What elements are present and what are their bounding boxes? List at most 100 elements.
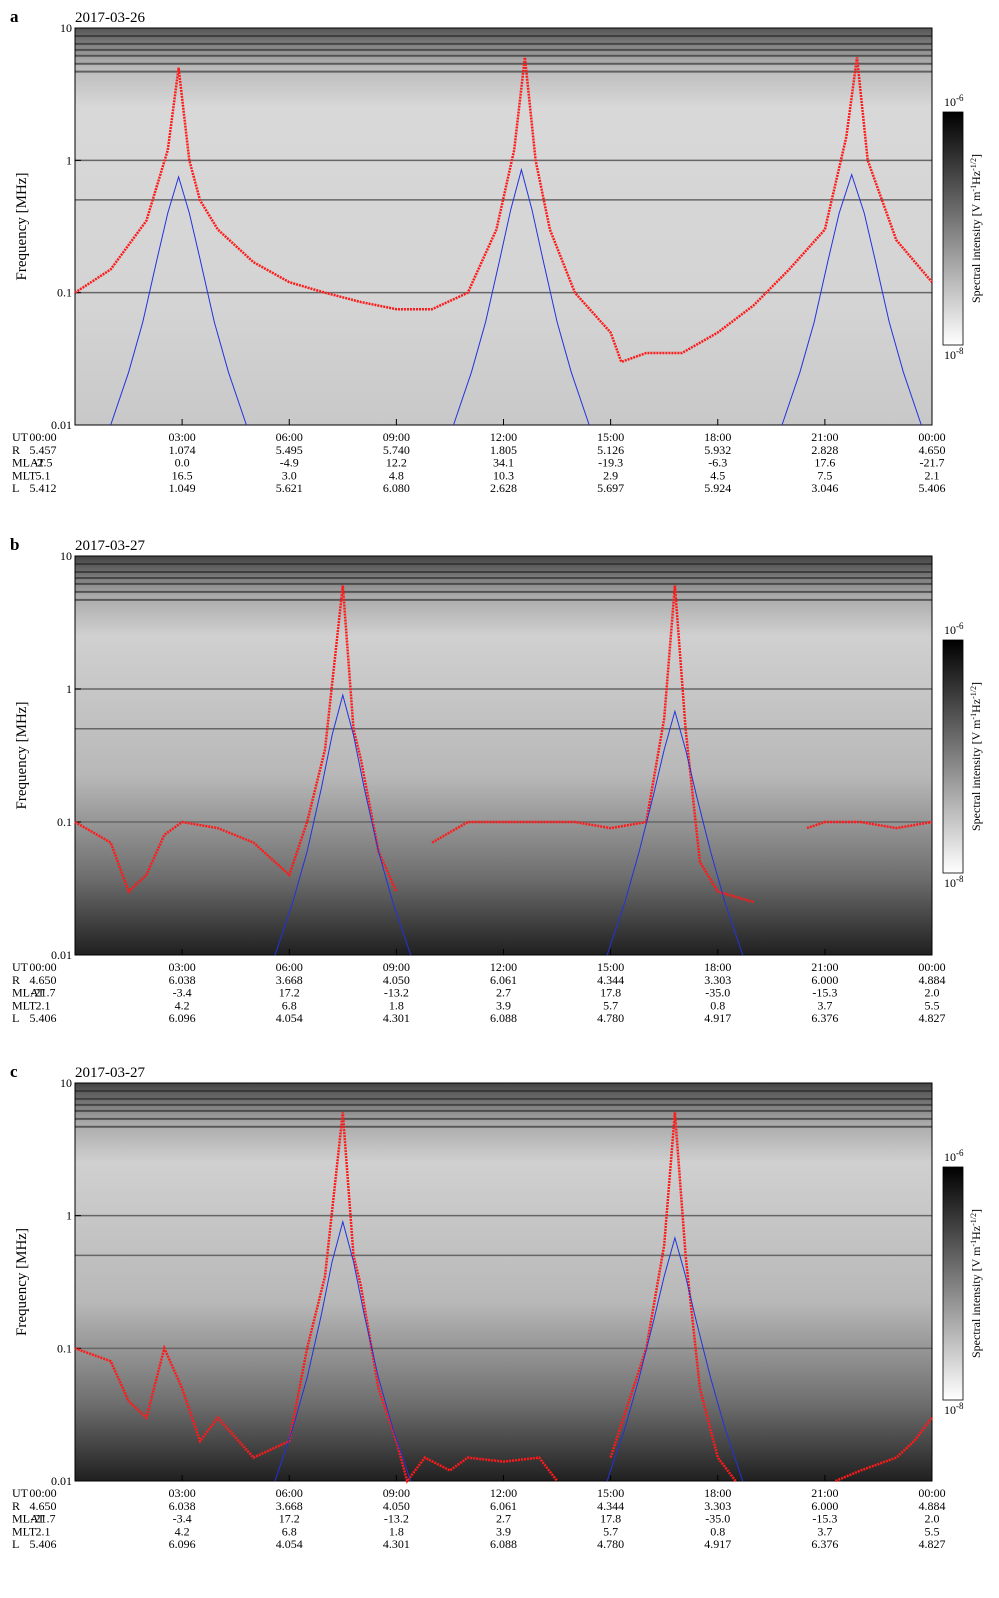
ephemeris-value: 0.8 bbox=[710, 998, 725, 1012]
y-tick-label: 0.01 bbox=[51, 948, 72, 962]
ephemeris-value: 4.301 bbox=[383, 1537, 410, 1551]
ephemeris-value: 5.5 bbox=[925, 998, 940, 1012]
ephemeris-label: R bbox=[12, 1499, 20, 1513]
ephemeris-value: 2.9 bbox=[603, 468, 618, 482]
ephemeris-value: 3.9 bbox=[496, 998, 511, 1012]
ephemeris-value: 5.406 bbox=[30, 1537, 57, 1551]
y-tick-label: 1 bbox=[66, 153, 72, 167]
ephemeris-value: -21.7 bbox=[31, 1512, 56, 1526]
y-tick-label: 1 bbox=[66, 1209, 72, 1223]
colorbar-tick-exponent: -8 bbox=[956, 346, 964, 356]
ephemeris-value: 1.049 bbox=[169, 481, 196, 495]
colorbar bbox=[942, 639, 964, 874]
x-tick-label: 09:00 bbox=[383, 430, 410, 444]
y-tick-label: 0.1 bbox=[57, 1341, 72, 1355]
ephemeris-value: 34.1 bbox=[493, 456, 514, 470]
colorbar-label-sup: -1/2 bbox=[969, 686, 978, 699]
ephemeris-value: 6.080 bbox=[383, 481, 410, 495]
ephemeris-value: 5.5 bbox=[925, 1524, 940, 1538]
ephemeris-value: -3.4 bbox=[173, 1512, 192, 1526]
x-tick-label: 21:00 bbox=[811, 960, 838, 974]
trace-line bbox=[74, 1112, 933, 1484]
ephemeris-value: 4.5 bbox=[710, 468, 725, 482]
ephemeris-label: MLT bbox=[12, 1524, 37, 1538]
ephemeris-value: 2.0 bbox=[925, 1512, 940, 1526]
ephemeris-value: 4.780 bbox=[597, 1011, 624, 1025]
ephemeris-value: 0.8 bbox=[710, 1524, 725, 1538]
ephemeris-label: R bbox=[12, 973, 20, 987]
ephemeris-label: MLAT bbox=[12, 1512, 45, 1526]
colorbar-tick-base: 10 bbox=[944, 95, 956, 109]
model-line bbox=[274, 693, 744, 956]
ephemeris-value: -35.0 bbox=[705, 986, 730, 1000]
ephemeris-value: -4.9 bbox=[280, 456, 299, 470]
colorbar-tick-label: 10-6 bbox=[944, 1148, 964, 1164]
ephemeris-label: MLT bbox=[12, 468, 37, 482]
y-axis-label: Frequency [MHz] bbox=[14, 173, 30, 281]
ephemeris-value: 6.088 bbox=[490, 1011, 517, 1025]
ephemeris-value: 5.457 bbox=[30, 443, 57, 457]
panel-title: 2017-03-26 bbox=[75, 10, 145, 26]
ephemeris-label: UT bbox=[12, 960, 29, 974]
colorbar-tick-base: 10 bbox=[944, 348, 956, 362]
ephemeris-value: 12.2 bbox=[386, 456, 407, 470]
ephemeris-value: 4.884 bbox=[919, 1499, 946, 1513]
ephemeris-value: 4.827 bbox=[919, 1011, 946, 1025]
x-tick-label: 18:00 bbox=[704, 1486, 731, 1500]
ephemeris-value: 2.828 bbox=[811, 443, 838, 457]
ephemeris-value: 17.8 bbox=[600, 986, 621, 1000]
x-tick-label: 03:00 bbox=[168, 1486, 195, 1500]
colorbar-tick-exponent: -6 bbox=[956, 621, 964, 631]
ephemeris-value: 4.8 bbox=[389, 468, 404, 482]
ephemeris-value: 6.376 bbox=[811, 1011, 838, 1025]
ephemeris-value: 2.7 bbox=[496, 1512, 511, 1526]
y-axis-label: Frequency [MHz] bbox=[14, 1228, 30, 1336]
ephemeris-label: MLT bbox=[12, 998, 37, 1012]
x-tick-label: 18:00 bbox=[704, 430, 731, 444]
x-tick-label: 00:00 bbox=[918, 1486, 945, 1500]
colorbar-tick-base: 10 bbox=[944, 1150, 956, 1164]
ephemeris-value: 3.668 bbox=[276, 1499, 303, 1513]
ephemeris-value: 6.8 bbox=[282, 998, 297, 1012]
colorbar-tick-label: 10-6 bbox=[944, 93, 964, 109]
ephemeris-value: 6.000 bbox=[811, 1499, 838, 1513]
ephemeris-value: 2.7 bbox=[496, 986, 511, 1000]
y-tick-label: 10 bbox=[60, 1076, 72, 1090]
panel-letter: b bbox=[10, 535, 19, 554]
ephemeris-value: -15.3 bbox=[812, 1512, 837, 1526]
ephemeris-value: 4.054 bbox=[276, 1537, 303, 1551]
ephemeris-value: -21.7 bbox=[920, 456, 945, 470]
x-tick-label: 15:00 bbox=[597, 430, 624, 444]
ephemeris-value: 4.050 bbox=[383, 1499, 410, 1513]
x-tick-label: 18:00 bbox=[704, 960, 731, 974]
ephemeris-value: 3.7 bbox=[817, 998, 832, 1012]
ephemeris-value: 4.650 bbox=[30, 973, 57, 987]
ephemeris-value: 5.1 bbox=[36, 468, 51, 482]
ephemeris-value: 2.1 bbox=[925, 468, 940, 482]
ephemeris-value: -6.3 bbox=[708, 456, 727, 470]
ephemeris-value: 4.917 bbox=[704, 1011, 731, 1025]
ephemeris-value: 4.050 bbox=[383, 973, 410, 987]
ephemeris-value: 4.344 bbox=[597, 973, 624, 987]
ephemeris-value: 4.344 bbox=[597, 1499, 624, 1513]
colorbar-label: Spectral intensity [V m-1Hz-1/2] bbox=[969, 154, 984, 303]
ephemeris-value: 4.054 bbox=[276, 1011, 303, 1025]
colorbar-label-text: Spectral intensity [V m bbox=[969, 191, 983, 303]
ephemeris-value: 5.412 bbox=[30, 481, 57, 495]
ephemeris-value: -13.2 bbox=[384, 986, 409, 1000]
ephemeris-value: 4.917 bbox=[704, 1537, 731, 1551]
colorbar-label-text: Hz bbox=[969, 1226, 983, 1240]
ephemeris-value: 3.7 bbox=[817, 1524, 832, 1538]
x-tick-label: 00:00 bbox=[29, 960, 56, 974]
colorbar-label-sup: -1 bbox=[969, 185, 978, 192]
colorbar-label-sup: -1/2 bbox=[969, 158, 978, 171]
ephemeris-value: -15.3 bbox=[812, 986, 837, 1000]
ephemeris-value: -21.7 bbox=[31, 986, 56, 1000]
ephemeris-value: 5.697 bbox=[597, 481, 624, 495]
x-tick-label: 00:00 bbox=[29, 1486, 56, 1500]
ephemeris-value: 6.376 bbox=[811, 1537, 838, 1551]
ephemeris-label: L bbox=[12, 481, 19, 495]
colorbar-label-text: Spectral intensity [V m bbox=[969, 719, 983, 831]
ephemeris-value: 4.827 bbox=[919, 1537, 946, 1551]
ephemeris-value: 6.061 bbox=[490, 1499, 517, 1513]
